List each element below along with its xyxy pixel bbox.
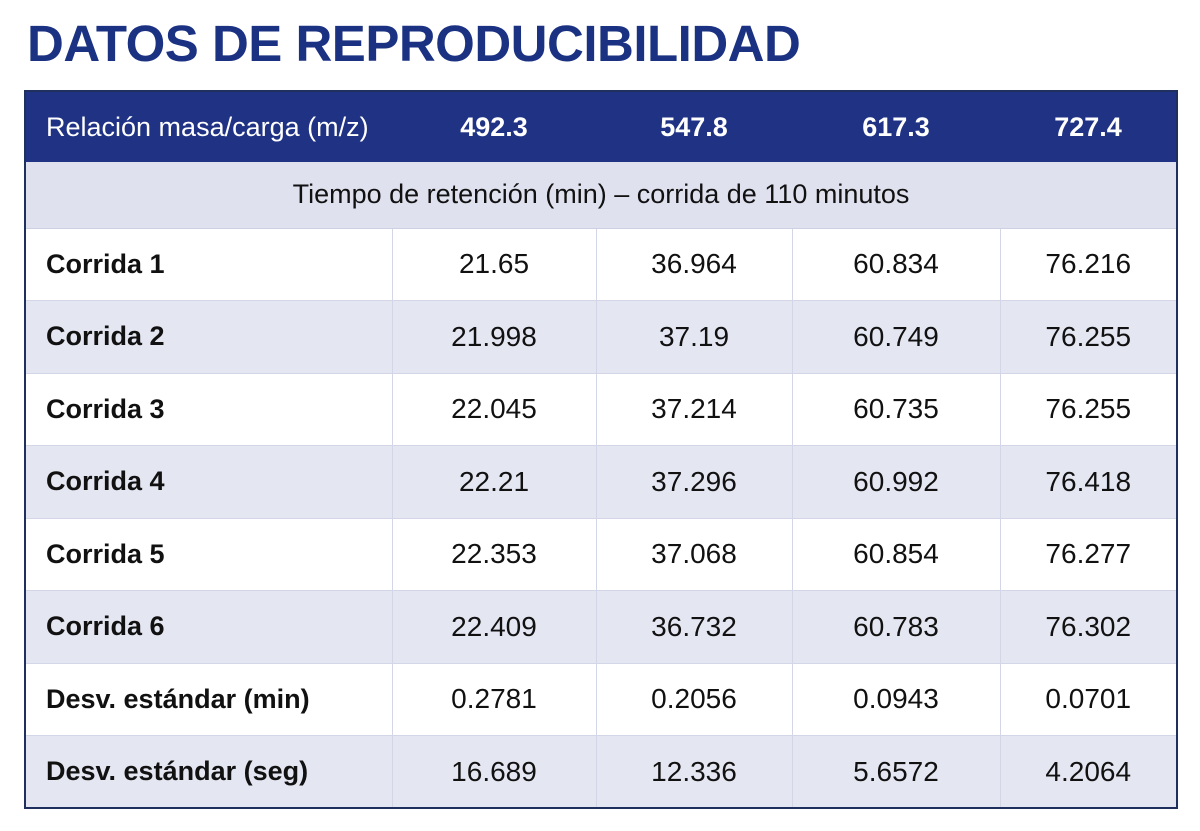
row-label: Corrida 4 (26, 445, 393, 519)
header-mz-column: 492.3 (460, 111, 528, 142)
table-cell: 76.216 (1000, 228, 1176, 301)
table-cell: 76.302 (1000, 590, 1176, 664)
table-cell: 76.418 (1000, 445, 1176, 519)
table-cell: 5.6572 (792, 735, 1001, 807)
table-cell: 60.783 (792, 590, 1001, 664)
table-cell: 76.255 (1000, 300, 1176, 374)
table-row: Corrida 4 22.21 37.296 60.992 76.418 (26, 445, 1176, 519)
row-label: Corrida 3 (26, 373, 393, 446)
row-label: Corrida 2 (26, 300, 393, 374)
table-cell: 22.353 (392, 518, 597, 591)
row-label: Corrida 6 (26, 590, 393, 664)
table-cell: 22.409 (392, 590, 597, 664)
page-title: DATOS DE REPRODUCIBILIDAD (27, 15, 801, 72)
header-mz-column: 727.4 (1054, 111, 1122, 142)
table-cell: 60.854 (792, 518, 1001, 591)
table-cell: 21.998 (392, 300, 597, 374)
reproducibility-table: Relación masa/carga (m/z) 492.3 547.8 61… (24, 90, 1178, 809)
table-row: Desv. estándar (min) 0.2781 0.2056 0.094… (26, 663, 1176, 736)
row-label: Desv. estándar (min) (26, 663, 393, 736)
table-row: Desv. estándar (seg) 16.689 12.336 5.657… (26, 735, 1176, 807)
table-cell: 0.2056 (596, 663, 793, 736)
table-cell: 4.2064 (1045, 755, 1132, 787)
table-cell: 37.19 (596, 300, 793, 374)
table-cell: 76.277 (1000, 518, 1176, 591)
header-mz-column: 617.3 (862, 111, 930, 142)
table-row: Corrida 1 21.65 36.964 60.834 76.216 (26, 228, 1176, 301)
table-cell: 37.214 (596, 373, 793, 446)
table-cell: 37.068 (596, 518, 793, 591)
table-cell: 36.964 (596, 228, 793, 301)
table-cell: 76.255 (1000, 373, 1176, 446)
table-subheader-row: Tiempo de retención (min) – corrida de 1… (26, 162, 1176, 229)
table-cell: 22.045 (392, 373, 597, 446)
retention-time-subheader: Tiempo de retención (min) – corrida de 1… (26, 162, 1176, 229)
table-cell: 0.0701 (1000, 663, 1176, 736)
table-cell: 60.735 (792, 373, 1001, 446)
table-cell: 60.749 (792, 300, 1001, 374)
table-cell: 36.732 (596, 590, 793, 664)
table-cell: 0.0943 (792, 663, 1001, 736)
header-mz-column: 547.8 (660, 111, 728, 142)
table-cell: 60.992 (792, 445, 1001, 519)
table-row: Corrida 2 21.998 37.19 60.749 76.255 (26, 300, 1176, 374)
table-cell: 0.2781 (392, 663, 597, 736)
row-label: Corrida 5 (26, 518, 393, 591)
table-row: Corrida 3 22.045 37.214 60.735 76.255 (26, 373, 1176, 446)
table-row: Corrida 6 22.409 36.732 60.783 76.302 (26, 590, 1176, 664)
row-label: Desv. estándar (seg) (26, 735, 393, 807)
table-cell: 12.336 (596, 735, 793, 807)
row-label: Corrida 1 (26, 228, 393, 301)
table-cell: 16.689 (392, 735, 597, 807)
table-row: Corrida 5 22.353 37.068 60.854 76.277 (26, 518, 1176, 591)
table-cell: 37.296 (596, 445, 793, 519)
table-cell: 21.65 (392, 228, 597, 301)
table-header-row: Relación masa/carga (m/z) 492.3 547.8 61… (26, 92, 1176, 162)
table-cell: 22.21 (392, 445, 597, 519)
header-label: Relación masa/carga (m/z) (46, 111, 369, 142)
table-cell: 60.834 (792, 228, 1001, 301)
